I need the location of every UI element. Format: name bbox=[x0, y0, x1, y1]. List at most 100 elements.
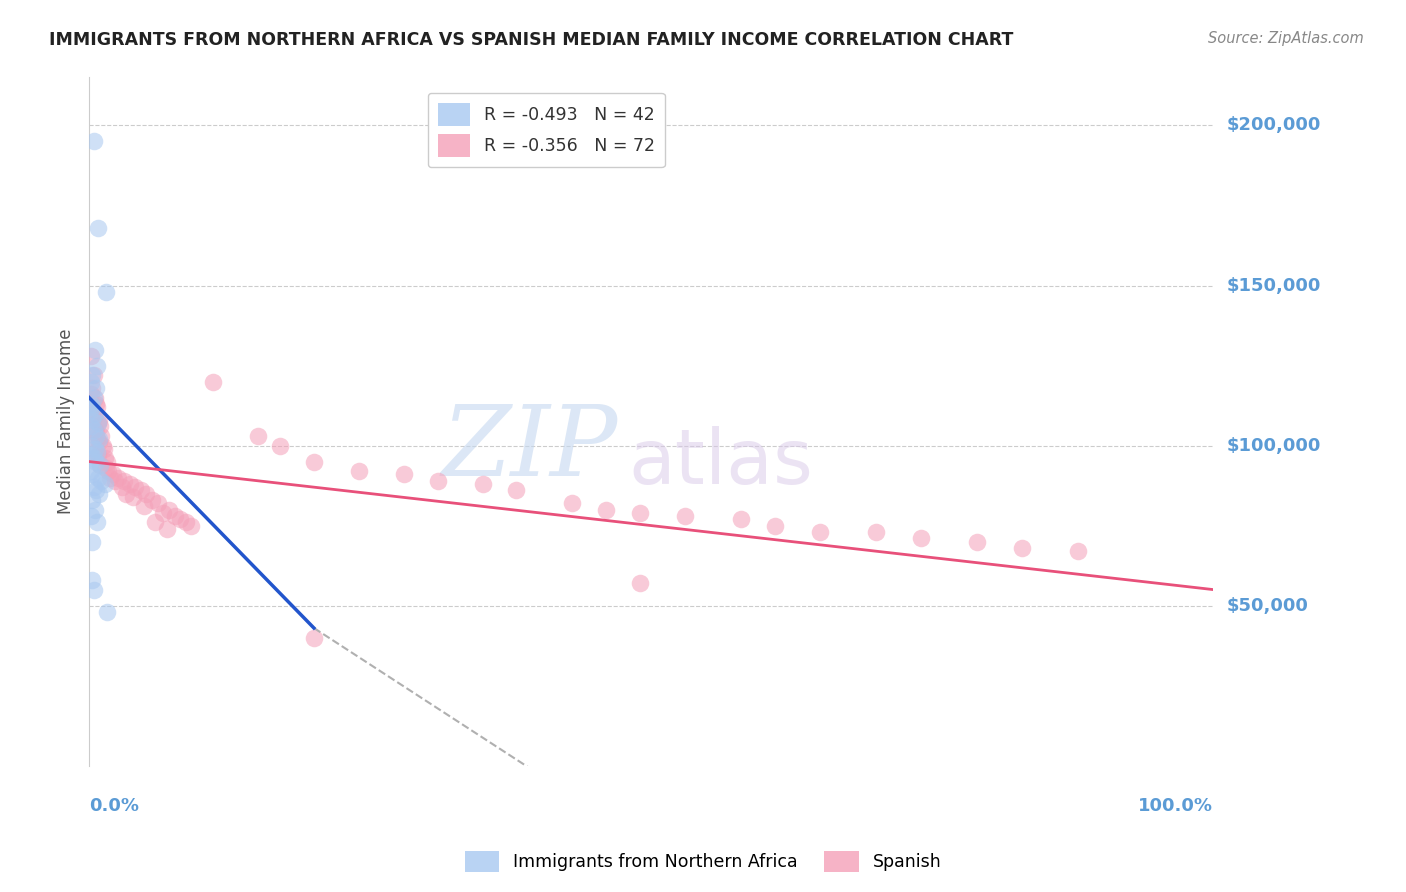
Text: $100,000: $100,000 bbox=[1227, 436, 1322, 455]
Text: atlas: atlas bbox=[628, 425, 814, 500]
Point bbox=[83, 407, 105, 421]
Point bbox=[84, 381, 107, 395]
Point bbox=[163, 508, 186, 523]
Point bbox=[83, 423, 105, 437]
Text: Source: ZipAtlas.com: Source: ZipAtlas.com bbox=[1208, 31, 1364, 46]
Point bbox=[86, 400, 108, 414]
Point bbox=[141, 493, 163, 508]
Point bbox=[80, 508, 103, 523]
Point bbox=[94, 451, 117, 466]
Point bbox=[111, 480, 134, 494]
Point bbox=[96, 454, 118, 468]
Point bbox=[90, 429, 112, 443]
Point bbox=[83, 391, 105, 405]
Point bbox=[94, 461, 117, 475]
Point bbox=[471, 477, 494, 491]
Point bbox=[83, 391, 105, 405]
Point bbox=[84, 483, 107, 498]
Point bbox=[124, 480, 146, 494]
Point bbox=[89, 413, 111, 427]
Point bbox=[134, 500, 156, 514]
Point bbox=[135, 486, 157, 500]
Point bbox=[83, 582, 105, 597]
Point bbox=[83, 445, 105, 459]
Point bbox=[82, 381, 104, 395]
Point bbox=[730, 512, 752, 526]
Point bbox=[302, 454, 325, 468]
Point bbox=[91, 438, 114, 452]
Point bbox=[87, 416, 110, 430]
Point bbox=[118, 477, 141, 491]
Point bbox=[83, 368, 105, 383]
Point bbox=[347, 464, 370, 478]
Text: 0.0%: 0.0% bbox=[89, 797, 139, 814]
Point bbox=[157, 502, 180, 516]
Point bbox=[146, 496, 169, 510]
Point bbox=[83, 451, 105, 466]
Point bbox=[84, 425, 107, 440]
Point bbox=[1011, 541, 1033, 555]
Point bbox=[302, 631, 325, 645]
Point bbox=[80, 464, 103, 478]
Point bbox=[115, 486, 138, 500]
Point bbox=[84, 429, 107, 443]
Point bbox=[174, 516, 197, 530]
Point bbox=[80, 397, 103, 411]
Point bbox=[80, 375, 103, 389]
Point bbox=[152, 506, 174, 520]
Point bbox=[145, 516, 167, 530]
Point bbox=[79, 403, 101, 417]
Point bbox=[100, 470, 122, 484]
Point bbox=[89, 432, 111, 446]
Text: 100.0%: 100.0% bbox=[1139, 797, 1213, 814]
Point bbox=[865, 524, 887, 539]
Point bbox=[96, 605, 118, 619]
Point bbox=[1067, 544, 1090, 558]
Legend: R = -0.493   N = 42, R = -0.356   N = 72: R = -0.493 N = 42, R = -0.356 N = 72 bbox=[427, 93, 665, 167]
Text: $50,000: $50,000 bbox=[1227, 597, 1309, 615]
Point bbox=[269, 438, 291, 452]
Point bbox=[83, 442, 105, 456]
Point bbox=[87, 416, 110, 430]
Point bbox=[86, 359, 108, 373]
Point bbox=[107, 470, 129, 484]
Point bbox=[89, 435, 111, 450]
Point bbox=[910, 532, 932, 546]
Text: IMMIGRANTS FROM NORTHERN AFRICA VS SPANISH MEDIAN FAMILY INCOME CORRELATION CHAR: IMMIGRANTS FROM NORTHERN AFRICA VS SPANI… bbox=[49, 31, 1014, 49]
Point bbox=[89, 419, 111, 434]
Point bbox=[180, 518, 202, 533]
Point bbox=[83, 135, 105, 149]
Point bbox=[86, 432, 108, 446]
Point bbox=[561, 496, 583, 510]
Point bbox=[101, 467, 124, 482]
Point bbox=[392, 467, 415, 482]
Point bbox=[426, 474, 449, 488]
Point bbox=[82, 413, 104, 427]
Point bbox=[246, 429, 269, 443]
Point bbox=[201, 375, 224, 389]
Point bbox=[156, 522, 179, 536]
Point bbox=[83, 423, 105, 437]
Point bbox=[89, 486, 111, 500]
Point bbox=[82, 368, 104, 383]
Point bbox=[82, 438, 104, 452]
Point bbox=[122, 490, 145, 504]
Y-axis label: Median Family Income: Median Family Income bbox=[58, 329, 75, 515]
Point bbox=[80, 387, 103, 401]
Point bbox=[87, 220, 110, 235]
Point bbox=[80, 448, 103, 462]
Point bbox=[82, 467, 104, 482]
Point bbox=[83, 480, 105, 494]
Point bbox=[595, 502, 617, 516]
Point bbox=[97, 464, 120, 478]
Text: $150,000: $150,000 bbox=[1227, 277, 1322, 294]
Point bbox=[82, 400, 104, 414]
Point bbox=[169, 512, 191, 526]
Point bbox=[505, 483, 527, 498]
Text: $200,000: $200,000 bbox=[1227, 117, 1322, 135]
Point bbox=[90, 474, 112, 488]
Point bbox=[82, 493, 104, 508]
Point bbox=[80, 419, 103, 434]
Point bbox=[628, 576, 651, 591]
Point bbox=[87, 470, 110, 484]
